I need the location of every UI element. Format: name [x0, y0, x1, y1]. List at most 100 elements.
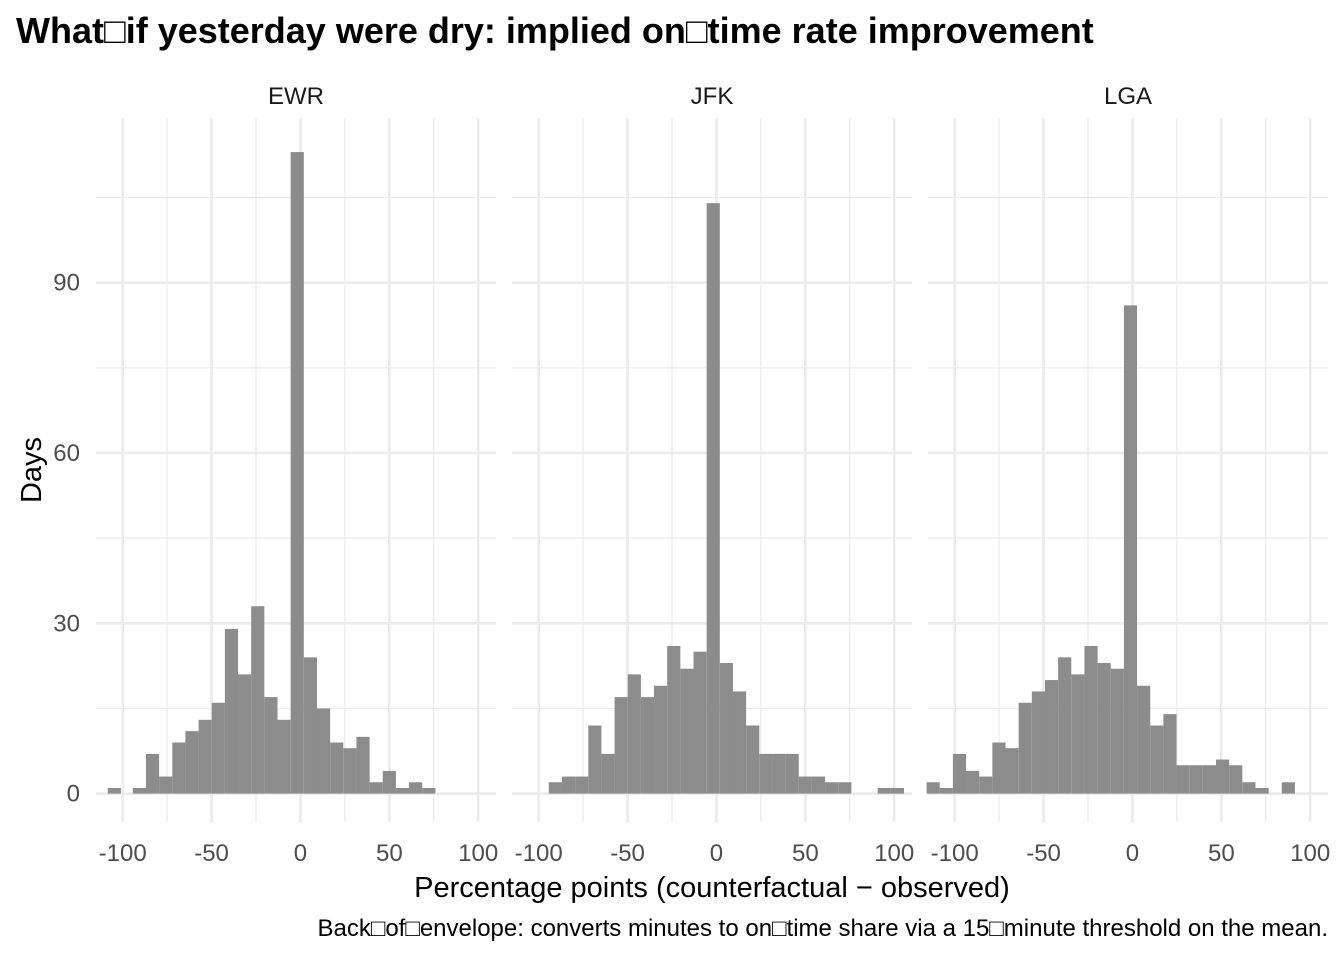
histogram-bar	[238, 674, 252, 794]
x-tick-label: 0	[294, 840, 307, 867]
histogram-bar	[1281, 782, 1295, 794]
histogram-bar	[145, 753, 160, 794]
histogram-bar	[107, 787, 121, 794]
histogram-bar	[422, 787, 436, 794]
histogram-bar	[732, 691, 747, 794]
histogram-bar	[601, 753, 615, 794]
histogram-bar	[1123, 305, 1138, 794]
histogram-bar	[772, 753, 786, 794]
x-tick-label: 50	[376, 840, 403, 867]
y-axis-title: Days	[16, 437, 48, 503]
histogram-bar	[640, 697, 655, 794]
histogram-bar	[1110, 668, 1124, 794]
histogram-bar	[627, 674, 641, 794]
histogram-bar	[811, 776, 826, 794]
histogram-bar	[1044, 680, 1059, 794]
histogram-bar	[575, 776, 589, 794]
x-tick-label: 100	[1290, 840, 1330, 867]
x-tick-label: 0	[710, 840, 723, 867]
x-tick-label: -100	[931, 840, 979, 867]
x-tick-label: 100	[874, 840, 914, 867]
histogram-bar	[1150, 725, 1164, 794]
histogram-bar	[330, 742, 344, 794]
histogram-bar	[759, 753, 773, 794]
histogram-bar	[316, 708, 331, 794]
histogram-bar	[1097, 663, 1111, 794]
histogram-bar	[992, 742, 1006, 794]
histogram-bar	[1229, 765, 1243, 794]
x-tick-label: -100	[515, 840, 563, 867]
histogram-bar	[798, 776, 812, 794]
histogram-bar	[1202, 765, 1216, 794]
facet-label: JFK	[691, 83, 734, 110]
x-tick-label: 50	[792, 840, 819, 867]
histogram-bar	[1242, 782, 1256, 794]
x-tick-label: -50	[1026, 840, 1061, 867]
histogram-bar	[369, 782, 383, 794]
x-axis-title: Percentage points (counterfactual − obse…	[414, 872, 1010, 904]
y-tick-label: 90	[53, 270, 80, 297]
histogram-bar	[746, 725, 760, 794]
histogram-bar	[1071, 674, 1085, 794]
facet-label: EWR	[268, 83, 324, 110]
histogram-bar	[382, 770, 396, 794]
histogram-bar	[890, 787, 904, 794]
histogram-bar	[785, 753, 799, 794]
y-tick-label: 60	[53, 440, 80, 467]
histogram-bar	[926, 782, 940, 794]
histogram-bar	[1058, 657, 1072, 794]
histogram-bar	[548, 782, 562, 794]
y-tick-label: 30	[53, 610, 80, 637]
x-tick-label: -100	[99, 840, 147, 867]
histogram-bar	[719, 663, 733, 794]
histogram-bar	[1137, 685, 1151, 794]
histogram-bar	[1163, 714, 1177, 794]
histogram-bar	[1018, 702, 1032, 794]
histogram-bar	[877, 787, 891, 794]
histogram-bar	[1176, 765, 1190, 794]
facet-label: LGA	[1104, 83, 1152, 110]
histogram-bar	[693, 651, 707, 794]
histogram-bar	[356, 736, 370, 794]
x-tick-label: 50	[1208, 840, 1235, 867]
chart-title: What□if yesterday were dry: implied on□t…	[16, 10, 1094, 51]
histogram-bar	[952, 753, 967, 794]
histogram-bar	[224, 628, 239, 794]
histogram-bar	[185, 731, 199, 794]
histogram-bar	[966, 770, 980, 794]
histogram-bar	[838, 782, 852, 794]
histogram-bar	[1084, 646, 1098, 794]
histogram-bar	[395, 787, 410, 794]
chart-caption: Back□of□envelope: converts minutes to on…	[317, 915, 1328, 942]
histogram-bar	[979, 776, 993, 794]
histogram-bar	[303, 657, 317, 794]
x-tick-label: -50	[610, 840, 645, 867]
histogram-bar	[132, 787, 146, 794]
histogram-bar	[409, 782, 423, 794]
histogram-bar	[825, 782, 839, 794]
histogram-bar	[1005, 748, 1019, 794]
histogram-bar	[939, 787, 953, 794]
histogram-bar	[667, 646, 681, 794]
histogram-bar	[159, 776, 173, 794]
histogram-bar	[680, 668, 694, 794]
histogram-bar	[561, 776, 576, 794]
facet-panel-jfk: JFK -100 -50 0 50 100	[512, 83, 914, 867]
x-tick-label: 100	[458, 840, 498, 867]
histogram-bar	[588, 725, 602, 794]
histogram-bar	[1031, 691, 1045, 794]
histogram-bar	[614, 697, 628, 794]
histogram-bar	[264, 697, 278, 794]
histogram-bar	[211, 702, 225, 794]
histogram-bar	[277, 719, 291, 794]
facet-panel-ewr: EWR -100 -50 0 50 100	[96, 83, 498, 867]
histogram-bar	[343, 748, 357, 794]
histogram-bar	[1189, 765, 1203, 794]
histogram-bar	[172, 742, 186, 794]
facet-panel-lga: LGA -100 -50 0 50 100	[926, 83, 1330, 867]
histogram-bar	[251, 606, 265, 794]
y-tick-label: 0	[67, 781, 80, 808]
histogram-bar	[198, 719, 212, 794]
x-tick-label: -50	[194, 840, 229, 867]
